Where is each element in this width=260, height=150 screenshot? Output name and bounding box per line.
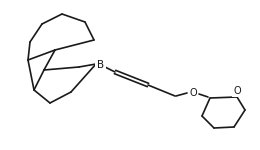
Text: B: B (97, 60, 104, 70)
Text: O: O (233, 86, 241, 96)
Text: O: O (189, 88, 197, 98)
